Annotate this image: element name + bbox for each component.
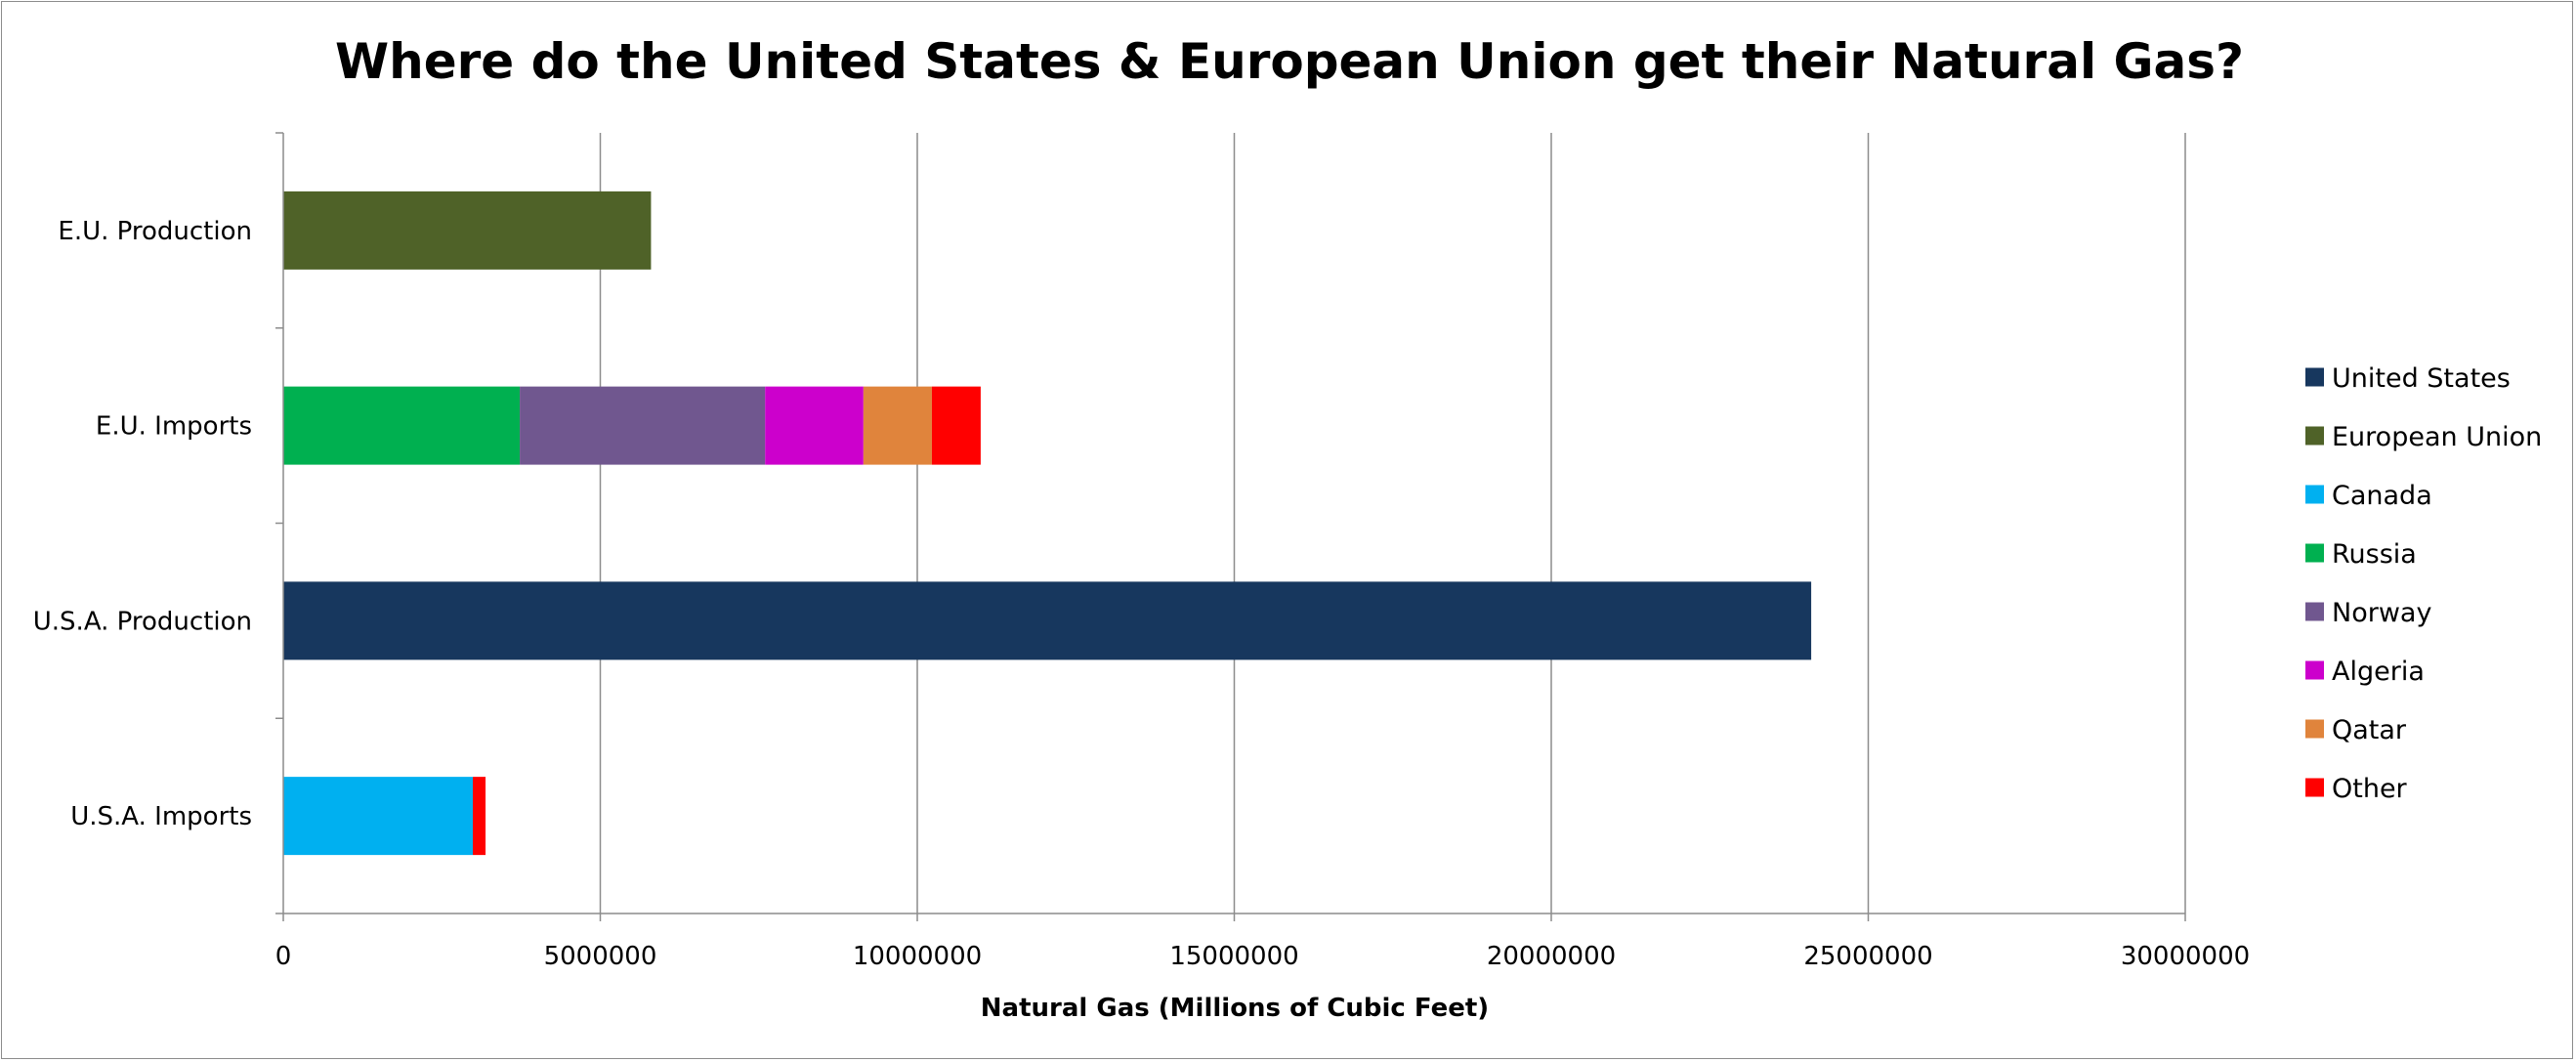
legend-swatch	[2305, 660, 2324, 680]
x-tick-label: 0	[275, 942, 292, 971]
bar-segment-european-union	[283, 191, 652, 270]
legend-swatch	[2305, 602, 2324, 621]
legend-label: Russia	[2332, 539, 2417, 570]
legend-label: Algeria	[2332, 657, 2425, 687]
gridlines	[599, 133, 2186, 913]
x-tick-label: 10000000	[853, 942, 982, 971]
legend-label: Qatar	[2332, 715, 2407, 745]
y-category-label: U.S.A. Production	[33, 607, 252, 636]
legend-swatch	[2305, 367, 2324, 387]
x-axis-title: Natural Gas (Millions of Cubic Feet)	[981, 994, 1489, 1023]
legend-label: European Union	[2332, 422, 2542, 452]
y-category-label: U.S.A. Imports	[70, 802, 252, 831]
x-tick-label: 5000000	[544, 942, 657, 971]
bar-segment-qatar	[863, 386, 932, 465]
legend-swatch	[2305, 426, 2324, 446]
legend-label: Other	[2332, 774, 2408, 804]
bar-segment-algeria	[765, 386, 864, 465]
axes: 0 5000000 10000000 15000000 20000000 25000000…	[33, 132, 2250, 971]
legend-label: Norway	[2332, 598, 2431, 628]
legend-swatch	[2305, 778, 2324, 797]
bar-segment-other	[473, 777, 486, 856]
bar-segment-norway	[520, 386, 766, 465]
legend-swatch	[2305, 485, 2324, 504]
x-tick-label: 15000000	[1169, 942, 1298, 971]
y-category-label: E.U. Imports	[96, 412, 252, 442]
legend-swatch	[2305, 719, 2324, 739]
legend-label: Canada	[2332, 481, 2432, 511]
legend-label: United States	[2332, 363, 2511, 394]
chart-title: Where do the United States & European Un…	[335, 33, 2244, 90]
x-tick-label: 25000000	[1803, 942, 1932, 971]
bar-segment-canada	[283, 777, 474, 856]
bars	[283, 191, 1812, 856]
x-tick-label: 20000000	[1487, 942, 1616, 971]
y-category-label: E.U. Production	[58, 217, 252, 246]
x-tick-label: 30000000	[2121, 942, 2250, 971]
bar-segment-united-states	[283, 581, 1812, 660]
bar-segment-russia	[283, 386, 521, 465]
legend-swatch	[2305, 543, 2324, 563]
legend: United States European Union Canada Russia N…	[2305, 363, 2542, 804]
bar-segment-other	[931, 386, 981, 465]
